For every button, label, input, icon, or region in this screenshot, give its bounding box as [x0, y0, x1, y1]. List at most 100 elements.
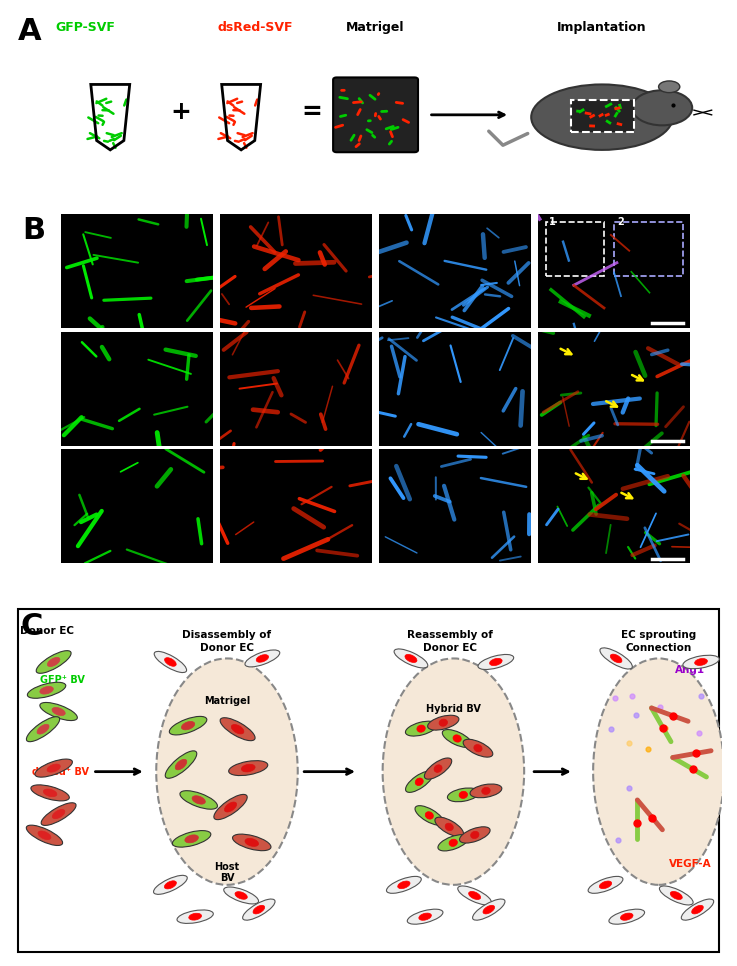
FancyBboxPatch shape [571, 99, 634, 132]
Ellipse shape [383, 659, 524, 885]
Ellipse shape [192, 796, 206, 804]
Text: Ang1: Ang1 [675, 665, 705, 674]
Ellipse shape [242, 899, 275, 921]
Text: Reassembly of
Donor EC: Reassembly of Donor EC [407, 630, 493, 653]
Ellipse shape [172, 831, 211, 847]
Ellipse shape [471, 832, 479, 838]
Ellipse shape [27, 682, 66, 698]
Ellipse shape [180, 791, 217, 810]
Ellipse shape [610, 654, 622, 663]
Ellipse shape [435, 817, 464, 837]
Ellipse shape [40, 702, 77, 721]
Text: Matrigel: Matrigel [346, 20, 405, 34]
Ellipse shape [483, 905, 495, 914]
Ellipse shape [47, 764, 60, 772]
Ellipse shape [600, 648, 632, 669]
Ellipse shape [593, 659, 724, 885]
Text: EC sprouting
Connection: EC sprouting Connection [621, 630, 696, 653]
Text: dsRed-SVF: dsRed-SVF [217, 20, 293, 34]
Ellipse shape [185, 835, 198, 843]
Text: Disassembly of
Donor EC: Disassembly of Donor EC [183, 630, 271, 653]
Text: GFP⁺ BV: GFP⁺ BV [40, 675, 84, 685]
Ellipse shape [439, 719, 447, 726]
Ellipse shape [233, 834, 271, 851]
Ellipse shape [35, 759, 72, 778]
Ellipse shape [394, 649, 427, 668]
Ellipse shape [472, 899, 505, 921]
Ellipse shape [469, 892, 481, 899]
Ellipse shape [245, 650, 280, 667]
Ellipse shape [38, 831, 51, 839]
Text: Hybrid BV: Hybrid BV [426, 703, 481, 714]
Ellipse shape [37, 724, 49, 734]
Ellipse shape [164, 658, 176, 667]
Ellipse shape [415, 806, 444, 825]
Ellipse shape [463, 739, 493, 757]
Ellipse shape [489, 659, 502, 666]
Ellipse shape [588, 876, 623, 894]
FancyBboxPatch shape [333, 77, 418, 153]
Ellipse shape [447, 788, 479, 802]
Ellipse shape [405, 771, 433, 792]
Text: dsRed⁺ BV: dsRed⁺ BV [32, 767, 89, 778]
Ellipse shape [427, 715, 459, 730]
Ellipse shape [256, 655, 268, 663]
Ellipse shape [681, 899, 713, 921]
Ellipse shape [164, 881, 176, 889]
Ellipse shape [425, 758, 452, 780]
Ellipse shape [235, 892, 248, 899]
Ellipse shape [459, 791, 467, 799]
Ellipse shape [41, 803, 76, 825]
Ellipse shape [695, 659, 708, 666]
Ellipse shape [405, 654, 417, 663]
Ellipse shape [419, 913, 431, 921]
Ellipse shape [621, 913, 633, 921]
Ellipse shape [189, 913, 201, 921]
Ellipse shape [408, 909, 443, 924]
Ellipse shape [478, 655, 514, 669]
Ellipse shape [241, 764, 255, 772]
Ellipse shape [27, 717, 60, 742]
Ellipse shape [386, 876, 422, 894]
Ellipse shape [460, 827, 490, 843]
Ellipse shape [43, 789, 57, 797]
Ellipse shape [609, 909, 645, 924]
Ellipse shape [177, 910, 213, 923]
Ellipse shape [170, 717, 207, 735]
Text: 2: 2 [618, 217, 624, 227]
Ellipse shape [660, 886, 693, 905]
Ellipse shape [659, 81, 680, 93]
Text: C: C [21, 612, 43, 641]
Ellipse shape [445, 823, 453, 831]
Text: Host
BV: Host BV [214, 862, 240, 883]
Text: Donor EC: Donor EC [20, 626, 74, 636]
Text: Implantation: Implantation [557, 20, 647, 34]
Ellipse shape [458, 886, 492, 905]
Text: 1: 1 [38, 355, 48, 368]
Text: A: A [18, 16, 42, 45]
Text: Matrigel: Matrigel [204, 696, 250, 706]
Ellipse shape [632, 90, 692, 126]
Ellipse shape [253, 905, 265, 914]
Ellipse shape [40, 687, 53, 695]
Ellipse shape [181, 722, 195, 730]
Ellipse shape [453, 735, 461, 742]
Text: +: + [170, 100, 192, 125]
Ellipse shape [425, 811, 433, 819]
Ellipse shape [27, 825, 63, 845]
Ellipse shape [245, 838, 259, 846]
Ellipse shape [165, 751, 197, 779]
Ellipse shape [417, 725, 425, 732]
Ellipse shape [531, 84, 673, 150]
Ellipse shape [36, 651, 71, 673]
Text: Merged: Merged [566, 223, 617, 236]
Ellipse shape [47, 658, 60, 667]
Ellipse shape [31, 784, 69, 801]
Ellipse shape [231, 724, 244, 734]
Bar [546, 222, 604, 276]
Ellipse shape [175, 759, 186, 770]
Ellipse shape [228, 760, 268, 776]
Ellipse shape [52, 810, 65, 819]
Text: 1: 1 [549, 217, 556, 227]
Ellipse shape [438, 835, 469, 851]
